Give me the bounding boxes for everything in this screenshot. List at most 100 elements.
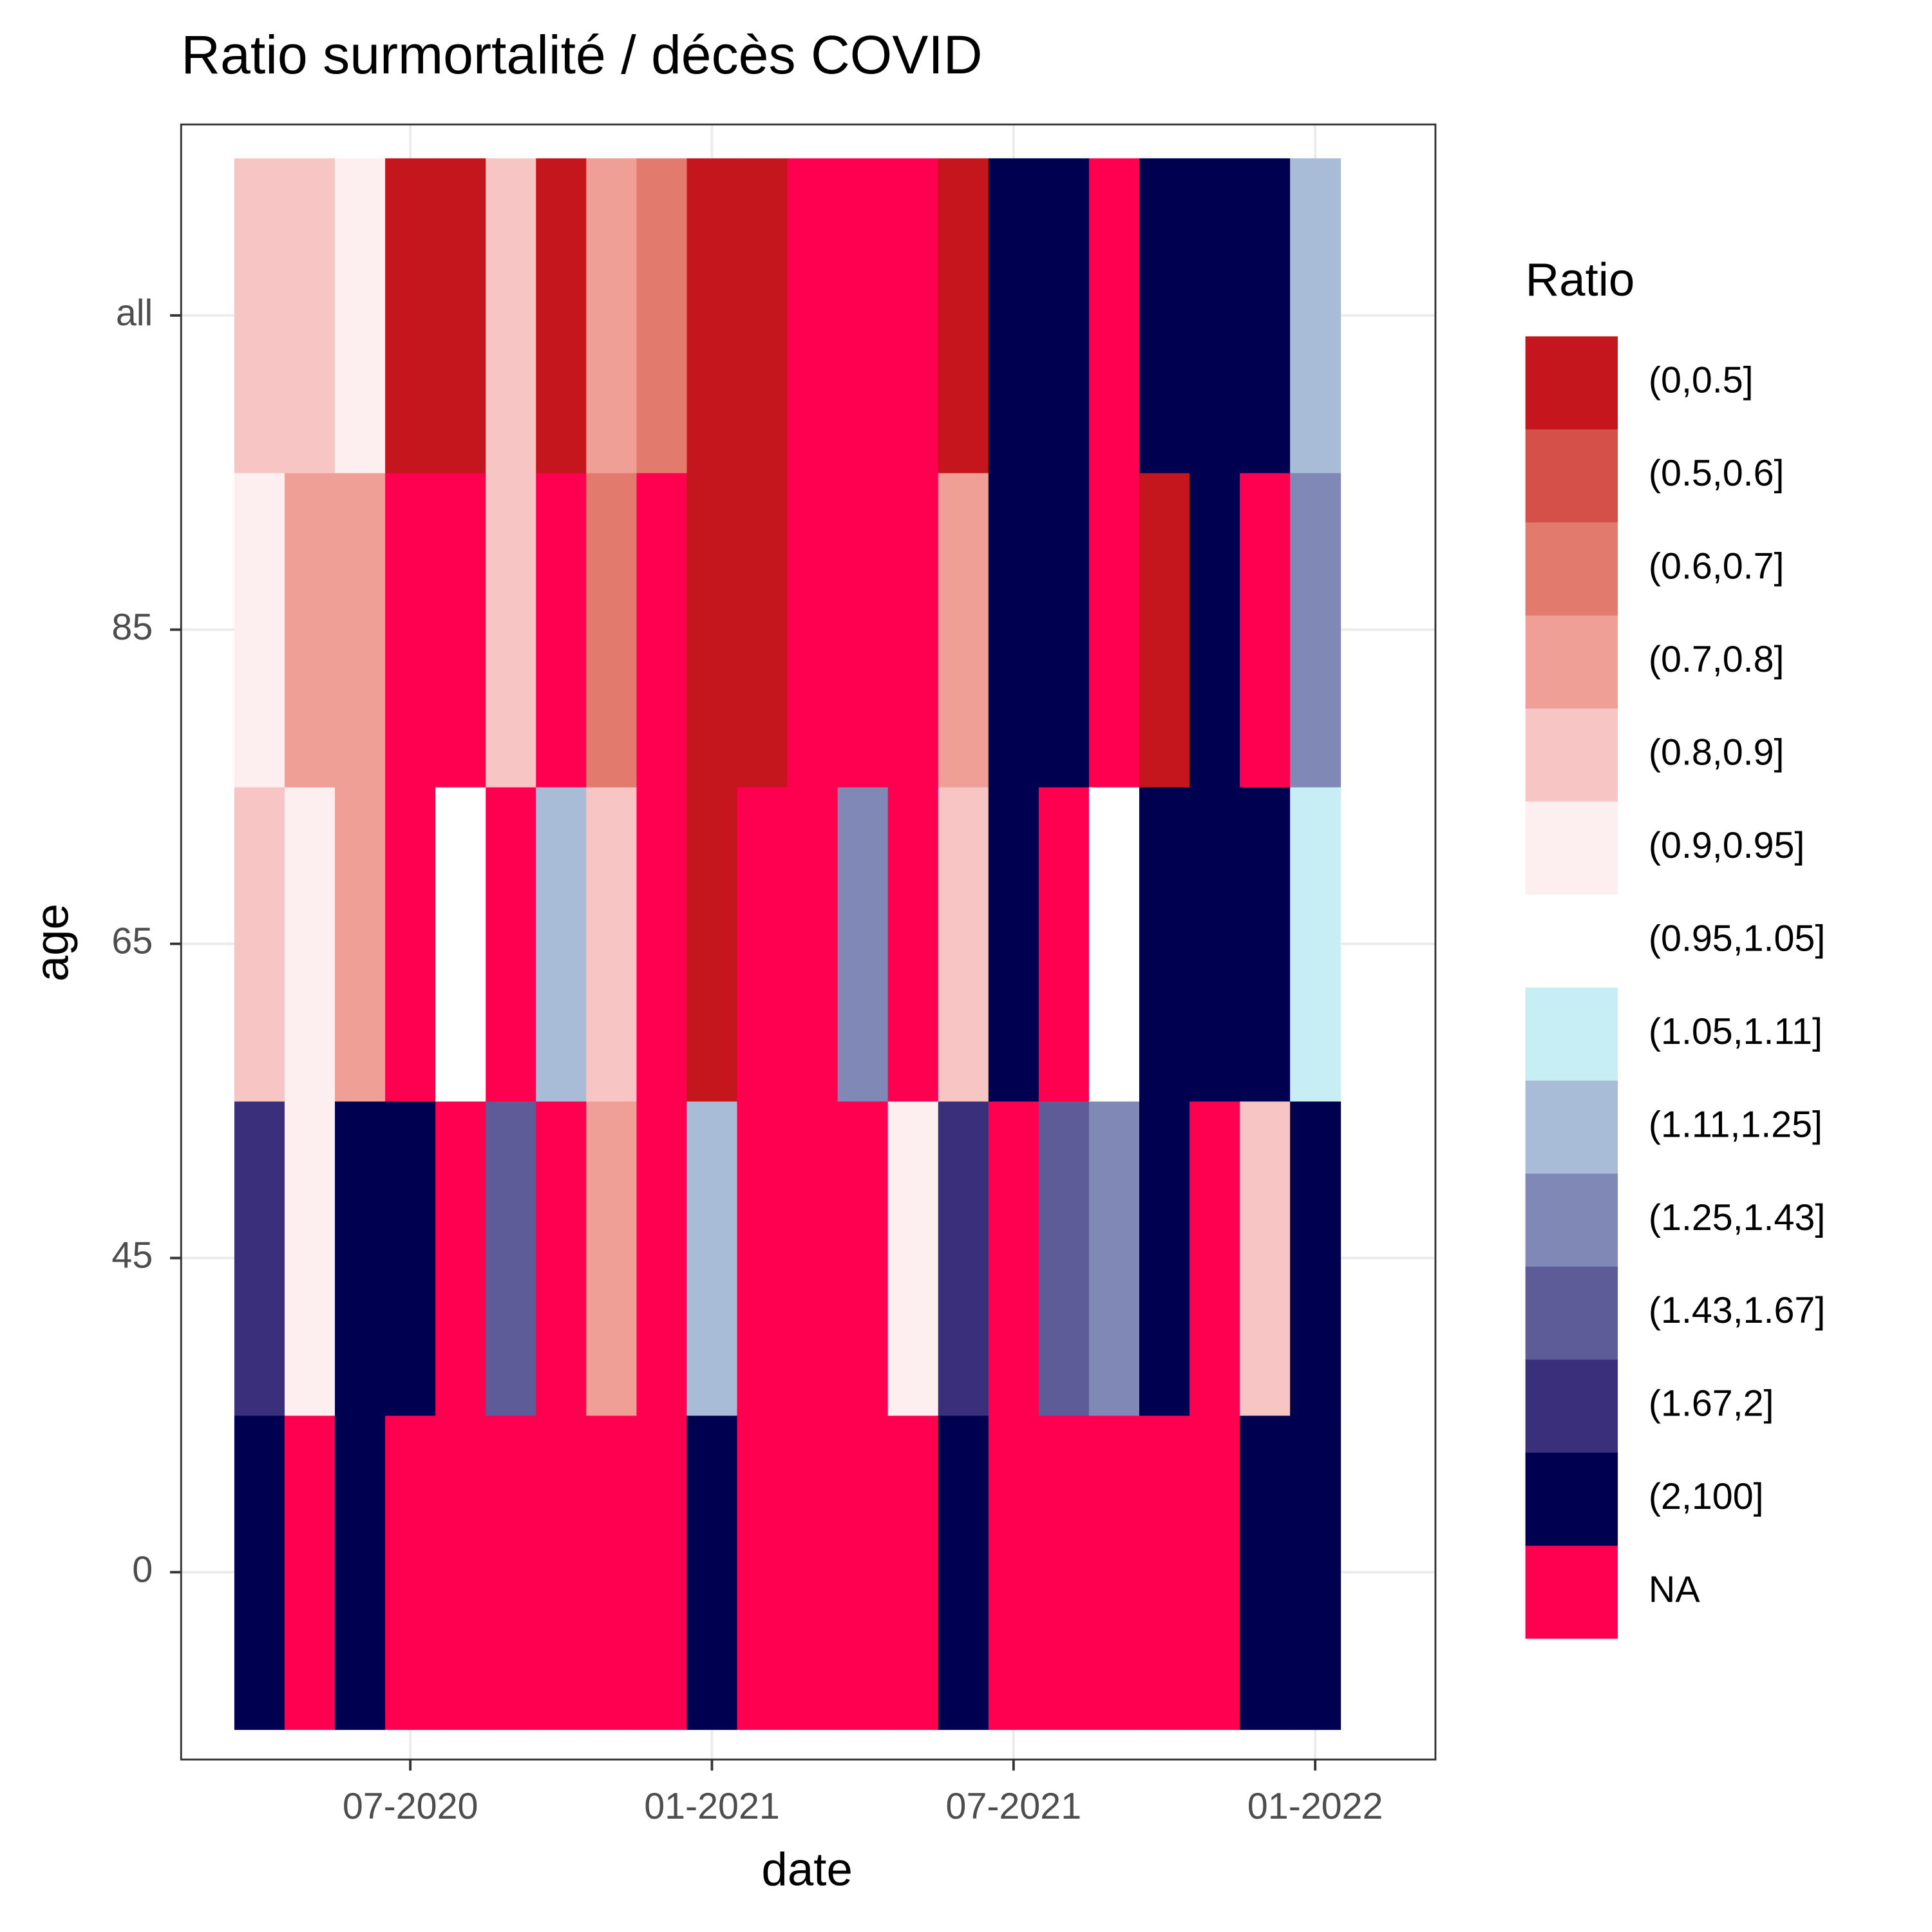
heatmap-cell [586, 158, 638, 473]
heatmap-cell [536, 1101, 587, 1416]
heatmap-cell [1139, 1101, 1191, 1416]
heatmap-cell [284, 1415, 336, 1730]
heatmap-cell [636, 786, 688, 1102]
heatmap-cell [1139, 1415, 1191, 1730]
heatmap-cell [1038, 786, 1090, 1102]
heatmap-cell [435, 472, 487, 788]
legend-key [1525, 1546, 1618, 1639]
heatmap-cell [1189, 158, 1241, 473]
heatmap-cell [687, 786, 738, 1102]
heatmap-cell [1240, 1415, 1291, 1730]
heatmap-cell [385, 786, 437, 1102]
heatmap-cell [335, 1415, 386, 1730]
heatmap-cell [486, 786, 537, 1102]
heatmap-cell [1088, 1101, 1140, 1416]
heatmap-cell [1240, 1101, 1291, 1416]
legend-label: (0.5,0.6] [1649, 453, 1785, 494]
heatmap-cell [687, 1415, 738, 1730]
heatmap-cell [486, 472, 537, 788]
heatmap-cell [1139, 158, 1191, 473]
heatmap-cell [1189, 1101, 1241, 1416]
heatmap-cell [737, 158, 788, 473]
heatmap-cell [385, 158, 437, 473]
heatmap-cell [687, 1101, 738, 1416]
y-tick-label: 65 [111, 921, 153, 962]
heatmap-cell [385, 1415, 437, 1730]
heatmap-cell [1189, 1415, 1241, 1730]
heatmap-cell [636, 1415, 688, 1730]
heatmap-cell [335, 1101, 386, 1416]
heatmap-cell [536, 472, 587, 788]
heatmap-cell [1189, 786, 1241, 1102]
heatmap-cell [284, 786, 336, 1102]
heatmap-cell [1290, 472, 1341, 788]
heatmap-cell [486, 1101, 537, 1416]
heatmap-cell [787, 786, 838, 1102]
legend-key [1525, 1266, 1618, 1361]
legend-key [1525, 801, 1618, 895]
heatmap-cell [1038, 158, 1090, 473]
heatmap-cell [737, 472, 788, 788]
heatmap-cell [887, 1415, 939, 1730]
legend-label: NA [1649, 1569, 1700, 1611]
legend-key [1525, 615, 1618, 710]
legend-key [1525, 522, 1618, 616]
legend-label: (0,0.5] [1649, 360, 1754, 401]
heatmap-cell [586, 786, 638, 1102]
legend-label: (1.25,1.43] [1649, 1197, 1825, 1238]
heatmap-cell [787, 472, 838, 788]
x-tick-label: 07-2020 [343, 1786, 478, 1827]
heatmap-cell [586, 1415, 638, 1730]
heatmap-cell [1139, 786, 1191, 1102]
heatmap-cell [837, 786, 889, 1102]
heatmap-cell [536, 786, 587, 1102]
heatmap-cell [284, 158, 336, 473]
heatmap-cell [1139, 472, 1191, 788]
heatmap-cell [1240, 158, 1291, 473]
legend-title: Ratio [1526, 254, 1635, 306]
heatmap-cell [284, 472, 336, 788]
heatmap-cell [887, 1101, 939, 1416]
heatmap-cell [938, 158, 989, 473]
legend-label: (0.6,0.7] [1649, 546, 1785, 587]
heatmap-cell [586, 1101, 638, 1416]
heatmap-cell [1290, 1415, 1341, 1730]
heatmap-cell [988, 786, 1039, 1102]
plot-area [181, 124, 1435, 1760]
heatmap-cell [636, 158, 688, 473]
heatmap-cell [1189, 472, 1241, 788]
heatmap-cell [837, 472, 889, 788]
heatmap-cell [536, 158, 587, 473]
heatmap-cell [435, 1101, 487, 1416]
heatmap-cell [486, 158, 537, 473]
y-tick-label: 45 [111, 1235, 153, 1276]
heatmap-cell [234, 1415, 285, 1730]
heatmap-cell [486, 1415, 537, 1730]
heatmap-cell [988, 158, 1039, 473]
heatmap-cell [1290, 1101, 1341, 1416]
y-axis-title: age [26, 904, 78, 981]
heatmap-cell [837, 1415, 889, 1730]
heatmap-cell [737, 786, 788, 1102]
panel-border [180, 123, 1437, 1761]
heatmap-cell [988, 472, 1039, 788]
heatmap-cell [687, 472, 738, 788]
legend-key [1525, 987, 1618, 1081]
heatmap-cell [887, 472, 939, 788]
heatmap-cell [887, 158, 939, 473]
legend-label: (2,100] [1649, 1476, 1764, 1517]
heatmap-cell [938, 786, 989, 1102]
legend-key [1525, 1080, 1618, 1175]
legend-label: (0.95,1.05] [1649, 918, 1825, 959]
heatmap-cell [385, 1101, 437, 1416]
heatmap-cell [1240, 786, 1291, 1102]
heatmap-cell [636, 472, 688, 788]
heatmap-cell [1038, 472, 1090, 788]
legend-label: (0.9,0.95] [1649, 825, 1804, 866]
heatmap-cell [1290, 786, 1341, 1102]
heatmap-cell [787, 158, 838, 473]
legend-label: (1.43,1.67] [1649, 1290, 1825, 1331]
heatmap-cell [1088, 158, 1140, 473]
